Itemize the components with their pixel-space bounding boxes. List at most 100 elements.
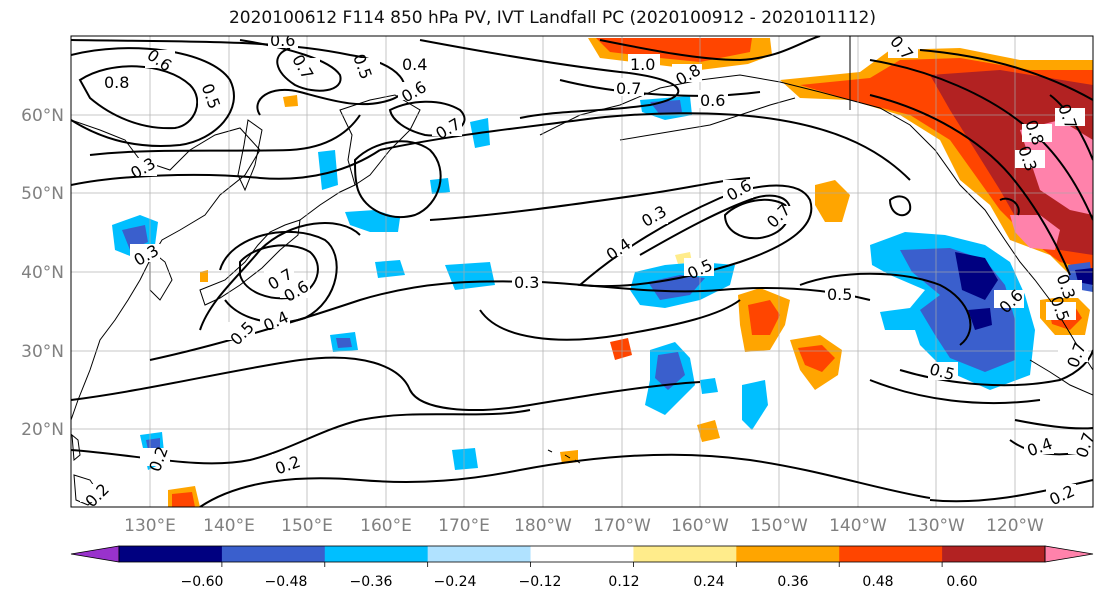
- contour-label: 0.6: [270, 31, 295, 50]
- contour-label: 0.4: [402, 55, 427, 74]
- warm-region-mid-2-inner: [798, 345, 835, 372]
- contour-label: 0.5: [827, 285, 852, 304]
- cool-region-ne-pacific-core: [955, 252, 998, 300]
- colorbar-segment: [530, 546, 634, 562]
- contour-mid-lat-2: [429, 177, 751, 221]
- warm-region-small-7: [200, 270, 208, 282]
- lon-label-150e: 150°E: [281, 516, 333, 536]
- cool-region-west-small: [375, 260, 405, 278]
- map-title: 2020100612 F114 850 hPa PV, IVT Landfall…: [228, 8, 876, 28]
- contour-label: 1.0: [630, 55, 655, 74]
- contour-west-low-outer: [71, 47, 235, 147]
- cool-region-kamchatka-2: [318, 150, 338, 190]
- colorbar-extend-low: [70, 545, 120, 563]
- contour-label: 0.8: [104, 73, 129, 92]
- lon-label-170e: 170°E: [438, 516, 490, 536]
- warm-region-small-3-inner: [172, 492, 195, 507]
- contour-japan-ring: [239, 244, 319, 300]
- contour-south-band-3: [199, 453, 931, 507]
- contour-north-3: [419, 39, 680, 119]
- contour-north-5: [559, 79, 761, 97]
- contour-japan-ring-3: [199, 222, 361, 331]
- cool-region-south-small-inner: [336, 338, 352, 348]
- contour-east-3: [1014, 419, 1093, 430]
- lon-label-170w: 170°W: [593, 516, 651, 536]
- warm-region-gulf: [815, 180, 850, 222]
- lon-label-130e: 130°E: [124, 516, 176, 536]
- warm-region-small-1: [610, 338, 632, 360]
- lon-label-160w: 160°W: [671, 516, 729, 536]
- latitude-labels: 60°N 50°N 40°N 30°N 20°N: [21, 106, 64, 440]
- map-gridlines: [71, 36, 1093, 507]
- coast-kuril-islands: [299, 184, 356, 221]
- coast-sakhalin: [237, 119, 263, 192]
- contour-small-2: [999, 197, 1020, 216]
- lon-label-120w: 120°W: [986, 516, 1044, 536]
- colorbar-segment: [736, 546, 840, 562]
- contour-pacific-ring-outer: [577, 184, 813, 288]
- cool-region-central-2-inner: [655, 352, 685, 390]
- contour-north-4: [599, 36, 821, 62]
- cool-region-small-2: [700, 378, 718, 394]
- colorbar-segment: [427, 546, 532, 562]
- lat-label-50n: 50°N: [21, 184, 64, 204]
- warm-region-bc-coast: [1010, 215, 1060, 250]
- colorbar-ticks: −0.60 −0.48 −0.36 −0.24 −0.12 0.12 0.24 …: [181, 574, 978, 590]
- colorbar: [70, 545, 1094, 567]
- contour-label: 0.6: [700, 91, 725, 110]
- coast-taiwan: [71, 433, 81, 462]
- contour-west-low: [78, 65, 199, 130]
- colorbar-tick-label: 0.48: [862, 574, 893, 590]
- colorbar-tick-label: −0.60: [181, 574, 224, 590]
- warm-region-canada-max: [1020, 120, 1093, 215]
- lat-label-30n: 30°N: [21, 342, 64, 362]
- lon-label-140w: 140°W: [829, 516, 887, 536]
- lon-label-140e: 140°E: [203, 516, 255, 536]
- colorbar-segment: [942, 546, 1046, 562]
- colorbar-segment: [221, 546, 326, 562]
- colorbar-tick-label: 0.24: [693, 574, 724, 590]
- lon-label-150w: 150°W: [750, 516, 808, 536]
- longitude-labels: 130°E 140°E 150°E 160°E 170°E 180°W 170°…: [124, 516, 1044, 536]
- colorbar-extend-high: [1044, 545, 1094, 563]
- warm-region-canada-deep: [930, 70, 1093, 255]
- warm-region-small-6: [283, 95, 298, 107]
- lon-label-130w: 130°W: [907, 516, 965, 536]
- colorbar-tick-label: −0.48: [265, 574, 308, 590]
- colorbar-tick-label: −0.36: [350, 574, 393, 590]
- lat-label-40n: 40°N: [21, 263, 64, 283]
- lat-label-60n: 60°N: [21, 106, 64, 126]
- warm-region-mid-1-inner: [748, 300, 780, 335]
- colorbar-segment: [119, 546, 223, 562]
- contour-label: 0.7: [1072, 430, 1099, 460]
- contour-north-2: [239, 39, 342, 92]
- colorbar-tick-label: 0.12: [608, 574, 639, 590]
- cool-region-ne-pacific-core2: [968, 308, 992, 330]
- contour-small-1: [888, 195, 912, 217]
- colorbar-segment: [324, 546, 429, 562]
- warm-region-alaska-top-inner: [596, 38, 752, 62]
- coast-north-america-west: [1029, 359, 1093, 396]
- contour-label: 0.7: [616, 79, 641, 98]
- colorbar-segment: [839, 546, 943, 562]
- contour-south-band: [71, 356, 701, 411]
- map-frame: [70, 35, 1094, 508]
- colorbar-tick-label: 0.36: [777, 574, 808, 590]
- contour-label: 0.3: [514, 273, 539, 292]
- cool-region-south-mid: [452, 448, 478, 470]
- colorbar-tick-label: −0.24: [434, 574, 477, 590]
- cool-region-manchuria-inner: [122, 225, 148, 250]
- contour-band-1: [89, 114, 361, 156]
- colorbar-segment: [633, 546, 737, 562]
- negative-pc-shading: [112, 96, 1093, 470]
- contour-ne-2: [869, 94, 1071, 276]
- contour-mid-band-2: [479, 299, 741, 341]
- contour-east-2: [869, 379, 1041, 405]
- contour-pacific-ring-2: [639, 194, 791, 256]
- coast-kamchatka: [339, 94, 421, 186]
- warm-region-small-2: [697, 420, 720, 442]
- contour-ne-4: [919, 49, 1093, 101]
- contour-band-2: [71, 149, 381, 186]
- lat-label-20n: 20°N: [21, 420, 64, 440]
